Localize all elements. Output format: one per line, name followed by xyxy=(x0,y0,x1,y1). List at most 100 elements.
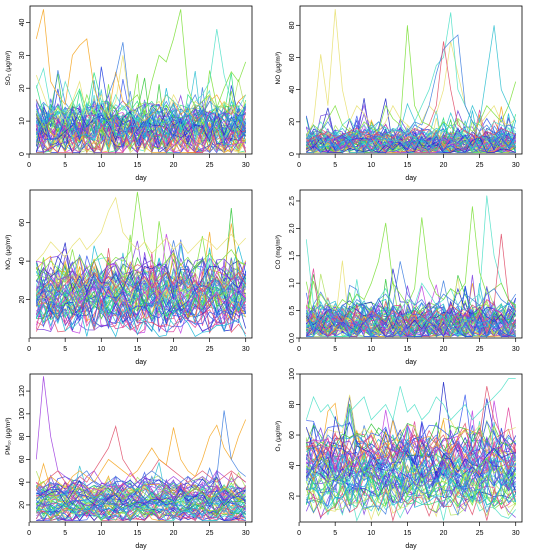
y-axis-label: NO (μg/m³) xyxy=(275,52,282,85)
x-tick-label: 5 xyxy=(63,162,67,169)
plot-frame xyxy=(299,5,523,155)
x-tick-label: 30 xyxy=(512,162,520,169)
series-line xyxy=(36,280,247,319)
x-tick-label: 30 xyxy=(512,530,520,537)
series-line xyxy=(35,300,247,333)
series-line-main xyxy=(36,419,247,489)
series-line-main xyxy=(306,41,516,142)
x-tick-label: 20 xyxy=(170,346,178,353)
x-tick-label: 25 xyxy=(476,346,484,353)
series-line-main xyxy=(306,25,517,142)
series-line xyxy=(306,121,517,154)
y-tick-label: 20 xyxy=(19,501,26,509)
series-line xyxy=(35,70,247,139)
series-line xyxy=(35,507,247,522)
y-tick-label: 0.5 xyxy=(289,306,296,316)
plot-frame xyxy=(299,189,523,339)
y-tick-label: 30 xyxy=(19,51,26,59)
series-line xyxy=(36,496,246,522)
x-tick-label: 15 xyxy=(403,346,411,353)
series-line xyxy=(305,301,517,331)
x-tick-label: 15 xyxy=(133,530,141,537)
chart-panel-6: 0 5 10 15 20 25 30 20 40 60 80 100 day O₃ (μg/m³) xyxy=(275,368,523,550)
x-tick-label: 0 xyxy=(27,530,31,537)
y-axis-label: NO₂ (μg/m³) xyxy=(5,235,12,270)
series-line xyxy=(35,109,246,151)
chart-panel-2: 0 5 10 15 20 25 30 0 20 40 60 80 day NO (μg/m³) xyxy=(275,5,523,182)
series-line-main xyxy=(36,271,247,300)
x-tick-label: 5 xyxy=(333,346,337,353)
y-axis-label: SO₂ (μg/m³) xyxy=(5,51,12,86)
series-line xyxy=(306,310,516,338)
y-tick-label: 0.0 xyxy=(289,333,296,343)
series-line xyxy=(36,121,246,154)
y-tick-label: 0 xyxy=(289,152,296,156)
series-line-main xyxy=(36,196,246,262)
chart-panel-5: 0 5 10 15 20 25 30 20 40 60 80 100 120 day PM₁₀ (μg/m³… xyxy=(5,373,253,550)
x-axis-label: day xyxy=(135,175,147,182)
series-line xyxy=(35,497,246,516)
series-line-main xyxy=(305,434,517,481)
y-tick-label: 60 xyxy=(289,431,296,439)
series-line xyxy=(305,484,516,521)
series-line xyxy=(306,427,517,466)
x-tick-label: 10 xyxy=(367,346,375,353)
plot-frame xyxy=(299,373,523,523)
series-line xyxy=(305,394,516,462)
y-tick-label: 20 xyxy=(289,492,296,500)
series-line xyxy=(35,251,247,335)
x-tick-label: 30 xyxy=(242,346,250,353)
y-tick-label: 20 xyxy=(289,118,296,126)
series-line-main xyxy=(35,376,246,489)
plot-frame xyxy=(29,373,253,523)
series-line xyxy=(35,105,246,142)
series-line xyxy=(306,483,516,522)
series-line xyxy=(35,280,247,335)
y-tick-label: 20 xyxy=(19,84,26,92)
series-line-main xyxy=(35,55,247,122)
x-tick-label: 25 xyxy=(476,162,484,169)
y-axis-label: PM₁₀ (μg/m³) xyxy=(5,417,12,455)
x-axis-label: day xyxy=(405,543,417,550)
series-line xyxy=(36,481,247,504)
x-tick-label: 25 xyxy=(206,162,214,169)
series-line xyxy=(36,474,246,510)
x-tick-label: 10 xyxy=(97,162,105,169)
y-tick-label: 80 xyxy=(19,433,26,441)
series-line xyxy=(35,221,247,302)
series-line xyxy=(35,108,246,145)
x-tick-label: 0 xyxy=(297,346,301,353)
series-line xyxy=(305,450,517,487)
series-line xyxy=(306,402,517,459)
series-line xyxy=(36,500,246,520)
series-line-main xyxy=(36,410,246,495)
series-line xyxy=(35,77,246,140)
series-line xyxy=(305,421,517,479)
series-line-main xyxy=(306,12,516,142)
x-tick-label: 25 xyxy=(206,530,214,537)
x-tick-label: 0 xyxy=(27,162,31,169)
x-tick-label: 20 xyxy=(440,162,448,169)
x-tick-label: 20 xyxy=(170,530,178,537)
series-line-main xyxy=(306,233,517,323)
x-tick-label: 10 xyxy=(97,530,105,537)
series-line xyxy=(36,476,247,505)
x-tick-label: 15 xyxy=(403,530,411,537)
x-tick-label: 0 xyxy=(297,162,301,169)
x-tick-label: 20 xyxy=(440,530,448,537)
x-tick-label: 25 xyxy=(206,346,214,353)
y-tick-label: 40 xyxy=(19,478,26,486)
x-tick-label: 0 xyxy=(27,346,31,353)
plot-frame xyxy=(29,5,253,155)
y-tick-label: 100 xyxy=(19,408,26,420)
series-line xyxy=(305,135,517,154)
y-tick-label: 40 xyxy=(289,86,296,94)
y-tick-label: 1.5 xyxy=(289,251,296,261)
x-tick-label: 15 xyxy=(133,162,141,169)
series-line-main xyxy=(305,9,516,139)
series-line xyxy=(35,245,247,316)
x-tick-label: 15 xyxy=(133,346,141,353)
series-line xyxy=(306,475,517,517)
y-tick-label: 0 xyxy=(19,152,26,156)
